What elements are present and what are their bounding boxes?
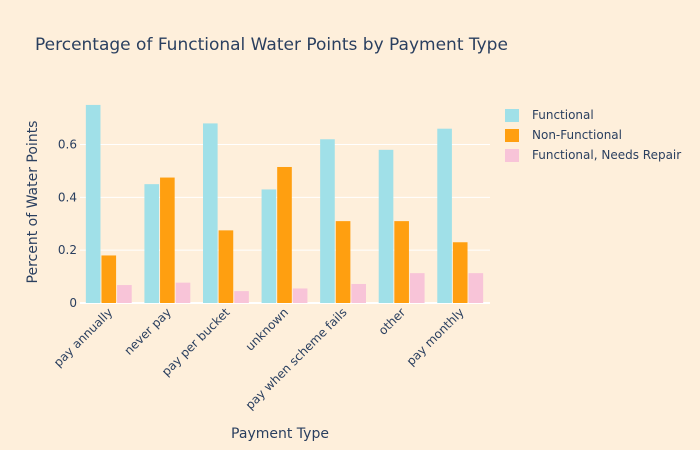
bar[interactable]: [101, 255, 117, 303]
bar[interactable]: [320, 139, 335, 303]
bar[interactable]: [261, 189, 277, 303]
legend-item[interactable]: Non-Functional: [505, 128, 622, 142]
chart-title: Percentage of Functional Water Points by…: [35, 35, 508, 55]
bar[interactable]: [175, 282, 191, 303]
legend-item[interactable]: Functional, Needs Repair: [505, 148, 681, 162]
legend-label: Functional: [532, 108, 594, 122]
legend-label: Non-Functional: [532, 128, 622, 142]
legend-swatch: [505, 149, 519, 162]
x-tick-label: pay monthly: [404, 305, 467, 368]
bar[interactable]: [117, 285, 132, 303]
y-tick-label: 0.4: [58, 190, 77, 204]
bar[interactable]: [351, 283, 366, 303]
bars: [85, 104, 484, 304]
legend-swatch: [505, 109, 519, 122]
bar[interactable]: [468, 273, 484, 303]
bar[interactable]: [234, 291, 249, 303]
legend-item[interactable]: Functional: [505, 108, 594, 122]
x-tick-label: never pay: [121, 305, 174, 358]
x-tick-label: pay when scheme fails: [243, 305, 350, 412]
x-tick-label: pay annually: [51, 305, 115, 369]
bar[interactable]: [160, 177, 175, 303]
bar[interactable]: [452, 242, 468, 303]
y-tick-label: 0: [69, 296, 77, 310]
bar[interactable]: [203, 123, 218, 304]
bar[interactable]: [409, 273, 425, 303]
bar[interactable]: [218, 230, 234, 303]
x-tick-label: unknown: [243, 305, 291, 353]
x-axis-title: Payment Type: [231, 426, 329, 442]
bar[interactable]: [85, 104, 101, 303]
y-tick-label: 0.2: [58, 243, 77, 257]
bar[interactable]: [394, 221, 409, 303]
bar[interactable]: [144, 184, 160, 303]
legend-swatch: [505, 129, 519, 142]
legend-label: Functional, Needs Repair: [532, 148, 681, 162]
y-tick-label: 0.6: [58, 138, 77, 152]
bar[interactable]: [292, 288, 308, 303]
bar[interactable]: [437, 128, 452, 303]
bar[interactable]: [335, 221, 351, 303]
bar[interactable]: [277, 166, 292, 303]
legend[interactable]: Functional Non-Functional Functional, Need…: [505, 108, 681, 162]
x-tick-label: other: [376, 305, 409, 338]
bar[interactable]: [378, 149, 394, 303]
y-axis-ticks: 0 0.2 0.4 0.6: [58, 138, 77, 310]
y-axis-title: Percent of Water Points: [25, 121, 41, 284]
